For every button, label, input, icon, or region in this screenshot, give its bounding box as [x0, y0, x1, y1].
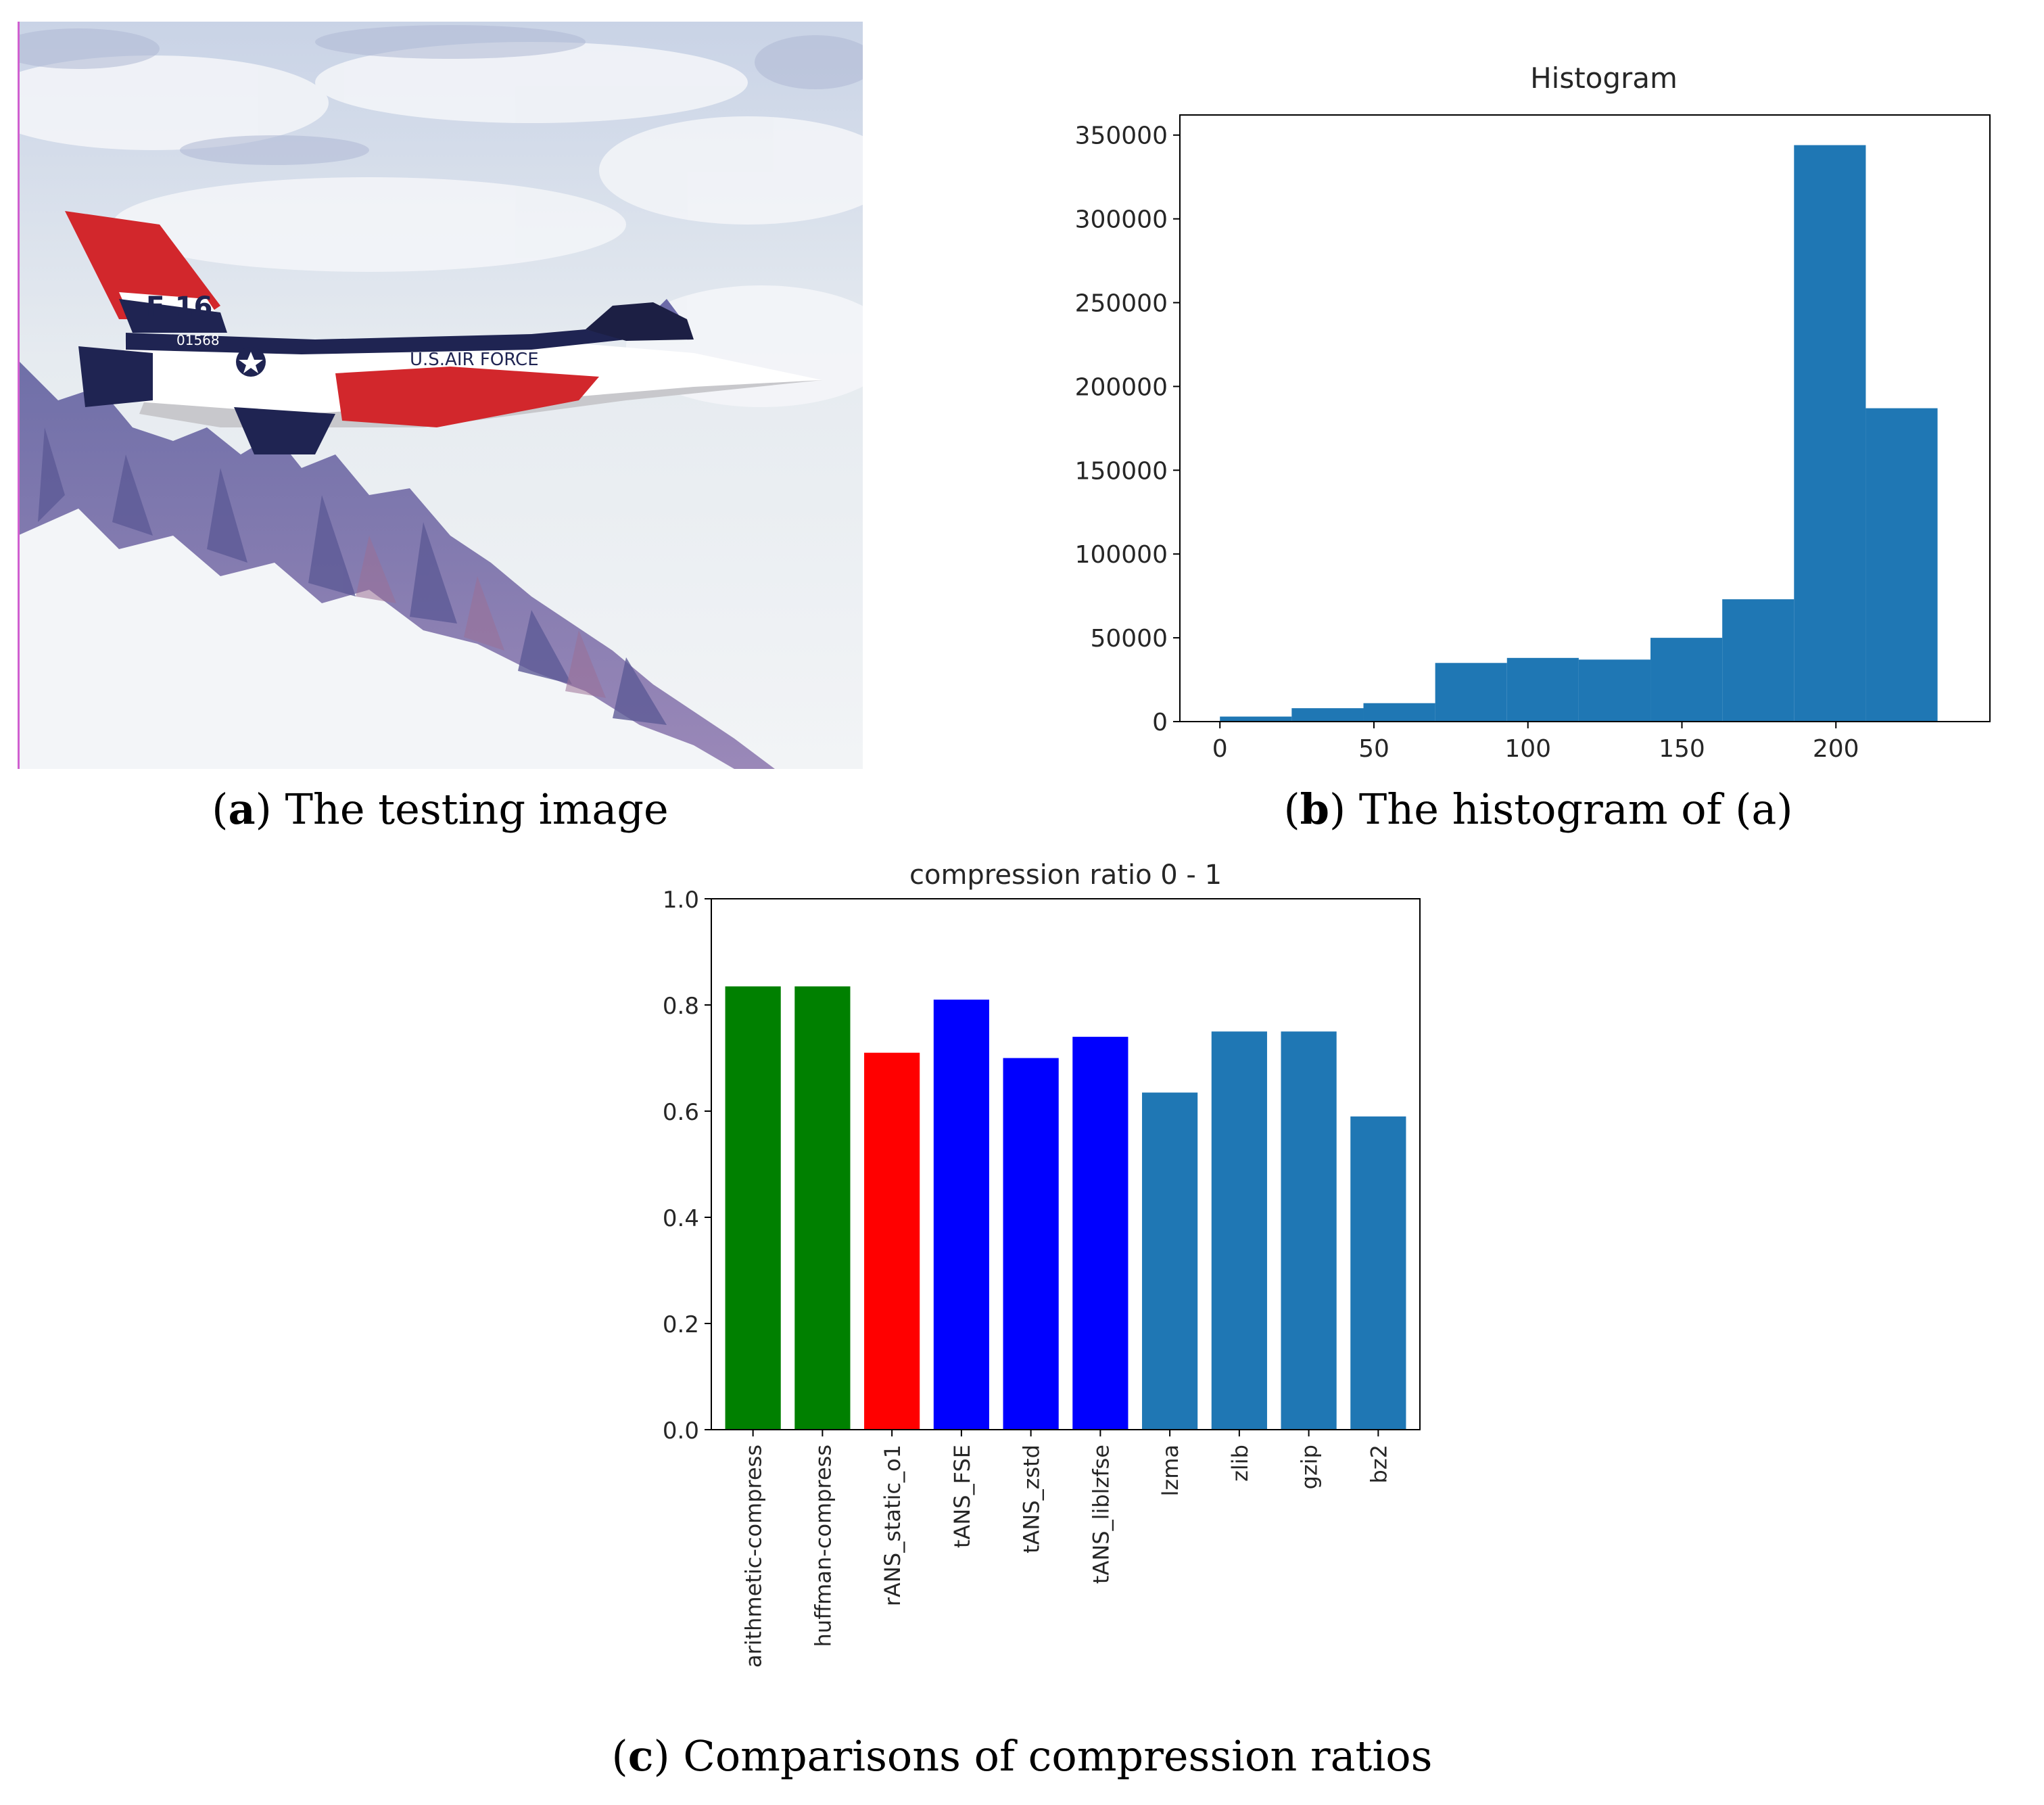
caption-a-letter: a — [228, 784, 256, 834]
compression-ratio-axes-frame — [711, 898, 1421, 1430]
histogram-axes-frame — [1179, 114, 1991, 722]
histogram-bar — [1363, 703, 1435, 722]
compression-ratio-y-tick-label: 0.2 — [663, 1311, 699, 1338]
compression-ratio-bars — [725, 986, 1406, 1430]
caption-c-text: Comparisons of compression ratios — [683, 1731, 1433, 1781]
compression-ratio-bar — [1350, 1116, 1406, 1430]
caption-b-letter: b — [1300, 784, 1330, 834]
histogram-y-tick-label: 0 — [1152, 709, 1168, 736]
histogram-y-tick-label: 250000 — [1075, 290, 1168, 318]
compression-ratio-y-tick-label: 0.4 — [663, 1205, 699, 1232]
histogram-x-tick-label: 50 — [1358, 735, 1389, 763]
caption-b: (b) The histogram of (a) — [1283, 784, 1793, 834]
histogram-y-tick-label: 50000 — [1090, 625, 1168, 653]
histogram-bar — [1220, 716, 1292, 722]
compression-ratio-x-tick-label: lzma — [1158, 1445, 1183, 1496]
fuselage-text: U.S.AIR FORCE — [410, 350, 539, 370]
histogram-x-tick-label: 150 — [1659, 735, 1705, 763]
histogram-y-tick-label: 300000 — [1075, 206, 1168, 234]
compression-ratio-x-tick-label: rANS_static_o1 — [880, 1445, 905, 1606]
jet: F-16 01568 U.S.AIR FORCE — [65, 211, 822, 454]
compression-ratio-chart: compression ratio 0 - 1 0.0 0.2 0.4 0.6 0.8 1… — [568, 853, 1474, 1712]
compression-ratio-bar — [1072, 1037, 1128, 1430]
compression-ratio-bar — [864, 1052, 920, 1430]
histogram-title: Histogram — [1530, 62, 1678, 95]
compression-ratio-bar — [725, 986, 781, 1430]
histogram-svg: Histogram 0 50000 100000 150000 200000 250000… — [1075, 62, 1991, 763]
histogram-bars — [1220, 145, 1938, 722]
caption-c: (c) Comparisons of compression ratios — [611, 1731, 1433, 1781]
histogram-x-tick-label: 0 — [1212, 735, 1228, 763]
serial-number: 01568 — [176, 332, 220, 348]
histogram-bar — [1650, 638, 1723, 722]
histogram-bar — [1865, 408, 1938, 722]
caption-b-text: The histogram of (a) — [1358, 784, 1793, 834]
compression-ratio-x-tick-label: gzip — [1297, 1445, 1323, 1489]
histogram-y-tick-label: 150000 — [1075, 457, 1168, 485]
compression-ratio-x-tick-label: tANS_zstd — [1019, 1445, 1045, 1553]
compression-ratio-y-tick-label: 1.0 — [663, 887, 699, 914]
compression-ratio-x-tick-label: arithmetic-compress — [741, 1445, 767, 1668]
caption-a: (a) The testing image — [212, 784, 669, 834]
histogram-x-tick-label: 200 — [1813, 735, 1859, 763]
caption-c-letter: c — [627, 1731, 654, 1781]
histogram-chart: Histogram 0 50000 100000 150000 200000 250000… — [1014, 41, 2015, 771]
cloud-shadows — [0, 25, 876, 165]
compression-ratio-x-tick-label: tANS_FSE — [949, 1445, 975, 1548]
compression-ratio-bar — [794, 986, 851, 1430]
testing-image-svg: F-16 01568 U.S.AIR FORCE — [0, 22, 897, 769]
compression-ratio-bar — [933, 1000, 989, 1430]
compression-ratio-x-tick-label: huffman-compress — [810, 1445, 836, 1647]
histogram-bar — [1578, 659, 1651, 722]
mountains — [18, 299, 775, 769]
compression-ratio-y-ticks: 0.0 0.2 0.4 0.6 0.8 1.0 — [663, 887, 711, 1445]
compression-ratio-x-ticks: arithmetic-compress huffman-compress rANS_… — [741, 1430, 1392, 1668]
histogram-x-ticks: 0 50 100 150 200 — [1212, 722, 1859, 763]
compression-ratio-bar — [1003, 1058, 1059, 1430]
compression-ratio-title: compression ratio 0 - 1 — [909, 860, 1222, 891]
histogram-y-ticks: 0 50000 100000 150000 200000 250000 300000 3500… — [1075, 122, 1180, 736]
compression-ratio-svg: compression ratio 0 - 1 0.0 0.2 0.4 0.6 0.8 1… — [663, 860, 1421, 1668]
compression-ratio-y-tick-label: 0.0 — [663, 1417, 699, 1445]
clouds — [0, 42, 897, 407]
compression-ratio-y-tick-label: 0.8 — [663, 993, 699, 1020]
histogram-bar — [1435, 663, 1507, 722]
compression-ratio-bar — [1281, 1031, 1337, 1430]
histogram-y-tick-label: 100000 — [1075, 541, 1168, 569]
image-left-edge — [18, 22, 20, 769]
histogram-bar — [1291, 708, 1364, 722]
testing-image: F-16 01568 U.S.AIR FORCE — [0, 22, 897, 769]
histogram-y-tick-label: 200000 — [1075, 373, 1168, 401]
histogram-bar — [1794, 145, 1866, 722]
histogram-bar — [1506, 657, 1579, 722]
compression-ratio-bar — [1211, 1031, 1267, 1430]
compression-ratio-bar — [1142, 1092, 1198, 1430]
compression-ratio-x-tick-label: zlib — [1227, 1445, 1253, 1482]
compression-ratio-y-tick-label: 0.6 — [663, 1099, 699, 1126]
tail-code: F-16 — [146, 291, 212, 323]
caption-a-text: The testing image — [285, 784, 669, 834]
histogram-bar — [1722, 599, 1795, 722]
compression-ratio-x-tick-label: tANS_liblzfse — [1088, 1445, 1114, 1584]
histogram-y-tick-label: 350000 — [1075, 122, 1168, 150]
compression-ratio-x-tick-label: bz2 — [1366, 1445, 1392, 1483]
histogram-x-tick-label: 100 — [1504, 735, 1551, 763]
